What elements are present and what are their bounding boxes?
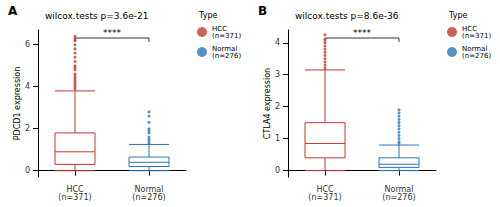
svg-text:wilcox.tests p=3.6e-21: wilcox.tests p=3.6e-21	[45, 11, 148, 21]
svg-text:PDCD1 expression: PDCD1 expression	[13, 67, 22, 141]
svg-text:2: 2	[25, 124, 30, 133]
svg-text:(n=371): (n=371)	[462, 32, 491, 40]
svg-text:2: 2	[275, 102, 280, 111]
svg-text:3: 3	[275, 70, 280, 79]
svg-text:Normal: Normal	[212, 44, 238, 53]
svg-text:Type: Type	[198, 11, 217, 20]
svg-text:A: A	[8, 4, 18, 18]
svg-text:0: 0	[25, 166, 30, 175]
svg-text:HCC: HCC	[316, 184, 334, 194]
svg-text:Normal: Normal	[134, 184, 164, 194]
svg-text:(n=276): (n=276)	[132, 193, 165, 202]
svg-text:1: 1	[275, 134, 280, 143]
svg-text:wilcox.tests p=8.6e-36: wilcox.tests p=8.6e-36	[295, 11, 399, 21]
svg-text:HCC: HCC	[66, 184, 84, 194]
svg-text:4: 4	[275, 38, 280, 47]
svg-text:6: 6	[25, 40, 30, 49]
svg-text:(n=371): (n=371)	[58, 193, 91, 202]
svg-text:HCC: HCC	[212, 24, 227, 33]
svg-text:B: B	[258, 4, 267, 18]
svg-text:(n=276): (n=276)	[462, 52, 491, 60]
svg-text:Normal: Normal	[462, 44, 488, 53]
svg-text:****: ****	[353, 28, 372, 38]
svg-text:(n=371): (n=371)	[212, 32, 241, 40]
svg-text:****: ****	[103, 28, 122, 38]
svg-text:Type: Type	[448, 11, 467, 20]
svg-text:(n=276): (n=276)	[382, 193, 415, 202]
svg-text:4: 4	[25, 82, 30, 91]
svg-text:(n=276): (n=276)	[212, 52, 241, 60]
svg-text:(n=371): (n=371)	[308, 193, 341, 202]
svg-text:CTLA4 expression: CTLA4 expression	[263, 68, 272, 139]
svg-text:Normal: Normal	[384, 184, 414, 194]
svg-text:HCC: HCC	[462, 24, 477, 33]
svg-text:0: 0	[275, 166, 280, 175]
